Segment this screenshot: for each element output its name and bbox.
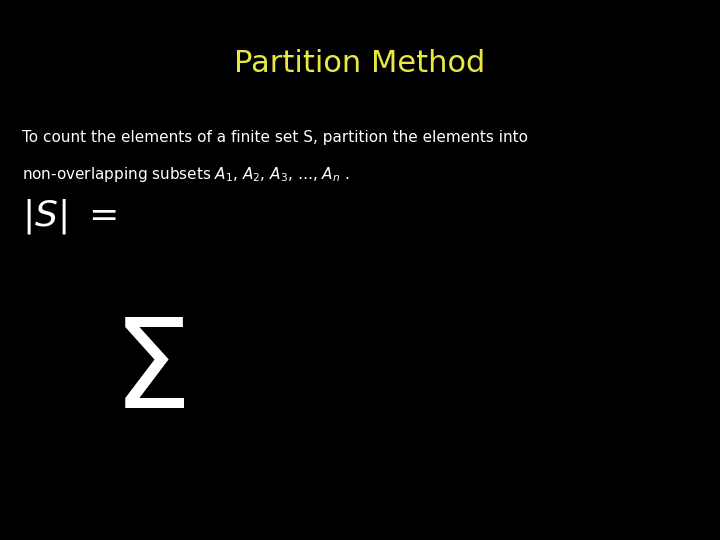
Text: non-overlapping subsets $A_1$, $A_2$, $A_3$, $\ldots$, $A_n$ .: non-overlapping subsets $A_1$, $A_2$, $A… [22, 165, 349, 184]
Text: $\Sigma$: $\Sigma$ [112, 313, 184, 434]
Text: To count the elements of a finite set S, partition the elements into: To count the elements of a finite set S,… [22, 130, 528, 145]
Text: Partition Method: Partition Method [235, 49, 485, 78]
Text: $|S|\ =$: $|S|\ =$ [22, 197, 116, 236]
